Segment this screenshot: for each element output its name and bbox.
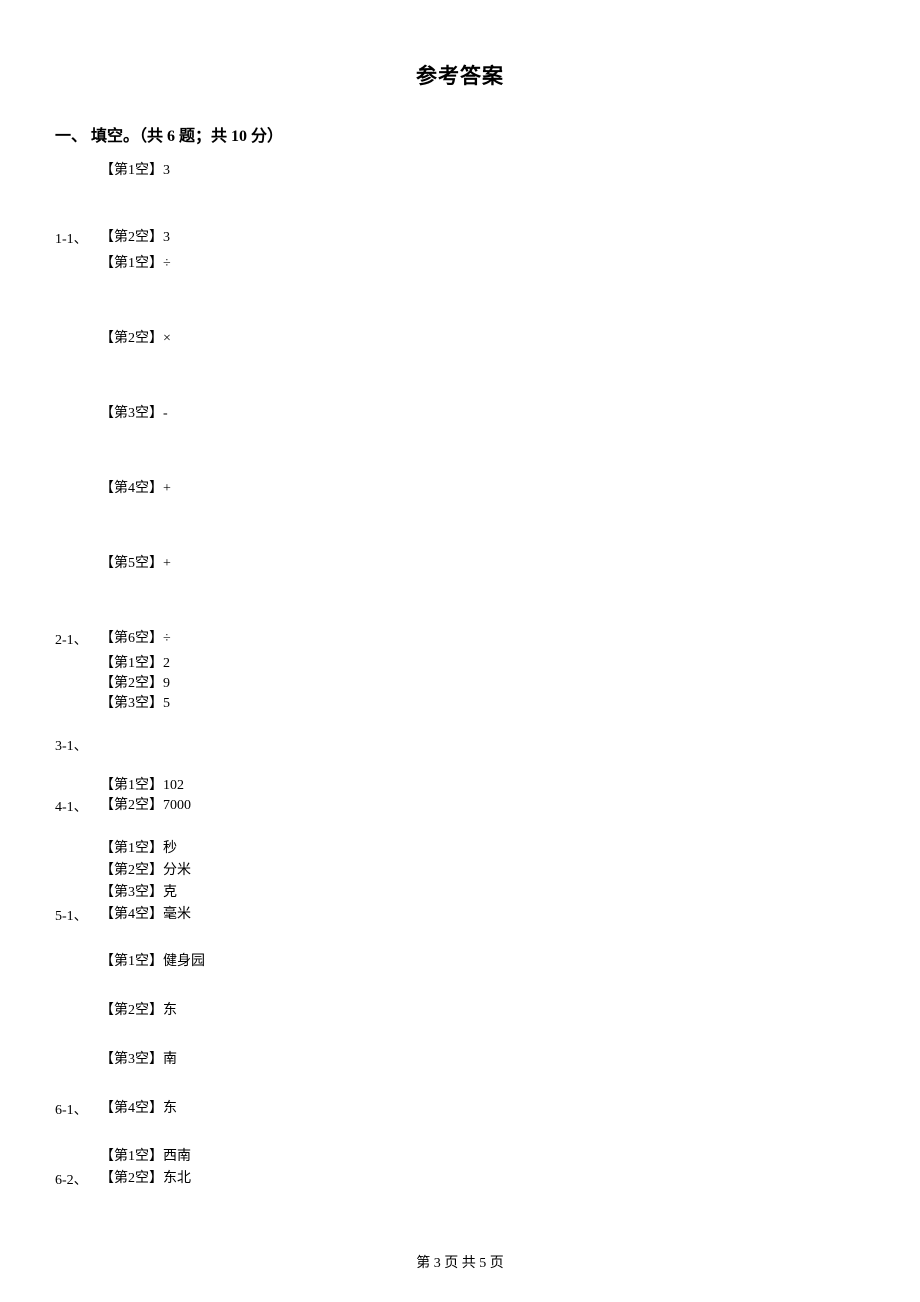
q5-number: 5-1、 (55, 905, 88, 925)
q5-blank2: 【第2空】分米 (100, 861, 191, 881)
q6-1-blank4: 【第4空】东 (100, 1099, 177, 1119)
q5-blank1: 【第1空】秒 (100, 839, 177, 859)
q4-blank1: 【第1空】102 (100, 776, 184, 796)
q3-blank3: 【第3空】5 (100, 694, 170, 714)
q3-number: 3-1、 (55, 735, 88, 755)
q1-number: 1-1、 (55, 228, 88, 248)
q6-2-number: 6-2、 (55, 1169, 88, 1189)
q3-blank2: 【第2空】9 (100, 674, 170, 694)
q4-blank2: 【第2空】7000 (100, 796, 191, 816)
q2-blank2: 【第2空】× (100, 329, 171, 349)
page-footer: 第 3 页 共 5 页 (0, 1252, 920, 1272)
q2-blank6: 【第6空】÷ (100, 629, 171, 649)
page-title: 参考答案 (55, 60, 865, 90)
q3-blank1: 【第1空】2 (100, 654, 170, 674)
q2-blank3: 【第3空】- (100, 404, 168, 424)
q6-1-blank2: 【第2空】东 (100, 1001, 177, 1021)
q2-number: 2-1、 (55, 629, 88, 649)
q6-1-blank1: 【第1空】健身园 (100, 952, 205, 972)
q4-number: 4-1、 (55, 796, 88, 816)
q2-blank4: 【第4空】+ (100, 479, 171, 499)
q6-1-blank3: 【第3空】南 (100, 1050, 177, 1070)
q6-2-blank2: 【第2空】东北 (100, 1169, 191, 1189)
q6-2-blank1: 【第1空】西南 (100, 1147, 191, 1167)
q2-blank5: 【第5空】+ (100, 554, 171, 574)
q2-blank1: 【第1空】÷ (100, 254, 171, 274)
section-header: 一、 填空。（共 6 题；共 10 分） (55, 122, 865, 146)
q6-1-number: 6-1、 (55, 1099, 88, 1119)
q1-blank1: 【第1空】3 (100, 161, 170, 181)
q1-blank2: 【第2空】3 (100, 228, 170, 248)
q5-blank4: 【第4空】毫米 (100, 905, 191, 925)
q5-blank3: 【第3空】克 (100, 883, 177, 903)
